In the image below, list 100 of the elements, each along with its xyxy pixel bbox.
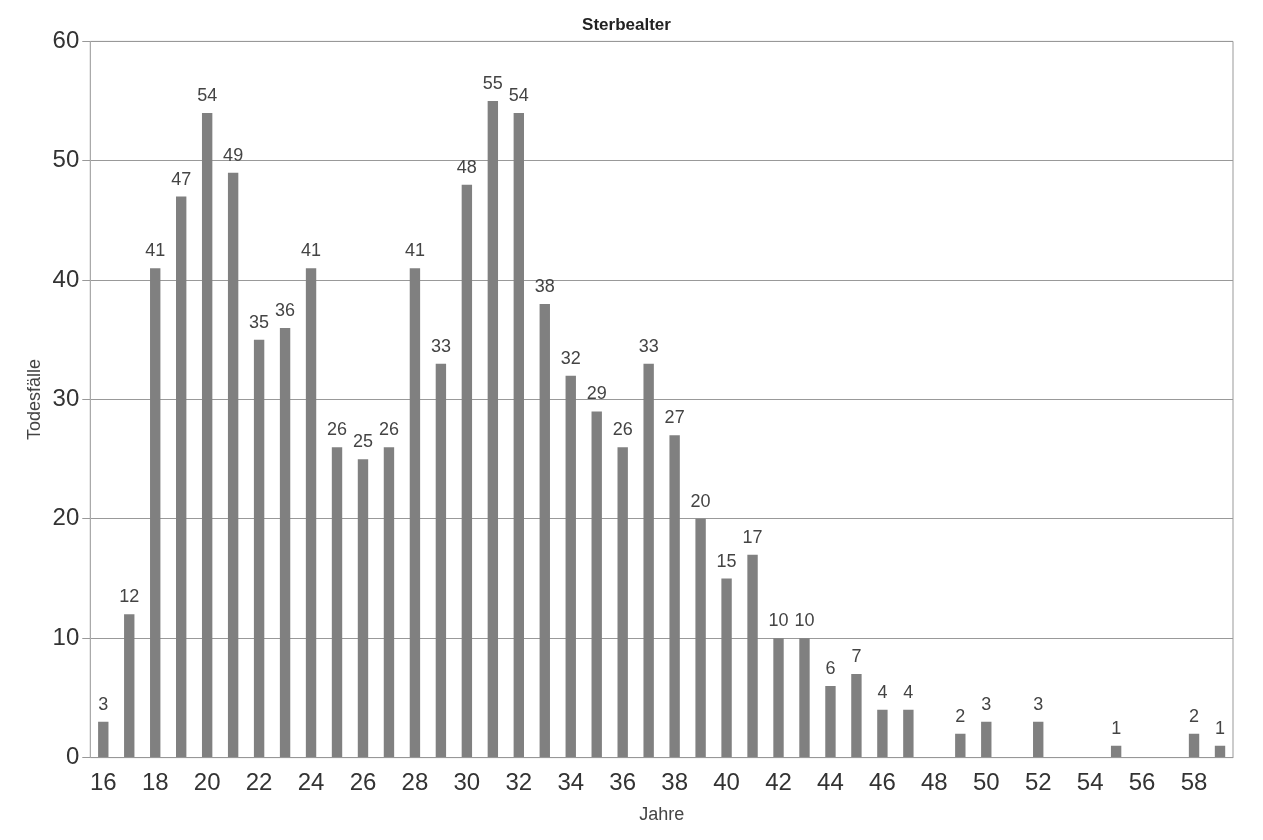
bar [955, 733, 966, 758]
x-tick-label: 46 [869, 767, 896, 795]
data-label: 2 [955, 705, 966, 726]
bar [201, 113, 213, 758]
x-tick-label: 42 [765, 767, 792, 795]
x-tick-label: 50 [972, 767, 1000, 795]
y-tick-label: 30 [52, 384, 80, 412]
x-tick-label: 54 [1076, 767, 1104, 795]
data-label: 48 [456, 156, 477, 177]
x-tick-label: 38 [661, 767, 688, 795]
data-label: 20 [690, 490, 711, 511]
x-tick-label: 34 [557, 767, 585, 795]
data-label: 35 [249, 311, 270, 332]
y-axis-title: Todesfälle [23, 358, 44, 441]
x-tick-label: 32 [505, 767, 533, 795]
bar [98, 721, 109, 758]
data-label: 15 [716, 550, 737, 571]
bar [435, 363, 447, 758]
x-tick-label: 20 [193, 767, 221, 795]
data-label: 36 [275, 299, 296, 320]
bar [409, 268, 421, 758]
data-label: 10 [768, 610, 789, 631]
bar [176, 196, 187, 758]
x-tick-label: 16 [89, 767, 117, 795]
data-label: 26 [612, 419, 633, 440]
y-tick-label: 20 [52, 503, 80, 531]
bar [383, 447, 395, 758]
bar [877, 709, 888, 758]
x-tick-label: 30 [453, 767, 481, 795]
bar [851, 674, 862, 758]
data-label: 26 [378, 419, 399, 440]
bar [124, 614, 135, 758]
data-label: 3 [1033, 693, 1044, 714]
chart-title: Sterbealter [582, 14, 672, 34]
data-label: 1 [1111, 717, 1122, 738]
bar [565, 375, 576, 758]
bar [331, 447, 343, 758]
y-tick-label: 60 [52, 26, 80, 54]
bar [305, 268, 317, 758]
bar [669, 435, 680, 758]
data-label: 55 [482, 73, 503, 94]
bar [643, 363, 654, 758]
data-label: 33 [638, 335, 659, 356]
data-label: 17 [742, 526, 763, 547]
data-label: 12 [119, 586, 140, 607]
bar [253, 339, 265, 758]
data-label: 47 [171, 168, 192, 189]
x-tick-label: 58 [1180, 767, 1208, 795]
bar [617, 447, 628, 758]
bar [1214, 745, 1226, 758]
y-tick-label: 0 [65, 742, 80, 770]
bar [721, 578, 732, 758]
x-tick-label: 56 [1128, 767, 1156, 795]
bar [150, 268, 161, 758]
data-label: 41 [301, 240, 322, 261]
data-label: 33 [430, 335, 451, 356]
bar [799, 638, 810, 758]
bar [1110, 745, 1122, 758]
data-label: 29 [586, 383, 607, 404]
bar [747, 554, 758, 758]
bar [461, 184, 473, 758]
data-label: 3 [981, 693, 992, 714]
data-label: 6 [825, 657, 836, 678]
bar [227, 172, 239, 758]
x-tick-label: 24 [297, 767, 325, 795]
data-label: 38 [534, 275, 555, 296]
data-label: 26 [327, 419, 348, 440]
x-tick-label: 44 [817, 767, 844, 795]
bar [487, 101, 499, 758]
bar [539, 304, 550, 758]
bar [903, 709, 914, 758]
x-tick-label: 28 [401, 767, 429, 795]
x-tick-label: 36 [609, 767, 637, 795]
data-label: 54 [508, 84, 529, 105]
y-tick-label: 40 [52, 264, 80, 292]
data-label: 41 [404, 240, 425, 261]
data-label: 25 [352, 431, 373, 452]
bar [1188, 733, 1200, 758]
bar [1033, 721, 1044, 758]
data-label: 4 [903, 681, 914, 702]
x-tick-label: 40 [713, 767, 740, 795]
y-tick-label: 10 [52, 622, 80, 650]
data-label: 32 [560, 347, 581, 368]
x-tick-label: 52 [1024, 767, 1052, 795]
x-tick-label: 18 [141, 767, 169, 795]
data-label: 54 [197, 84, 218, 105]
data-label: 4 [877, 681, 888, 702]
bar [591, 411, 602, 758]
data-label: 7 [851, 646, 862, 667]
data-label: 49 [223, 144, 244, 165]
bar [357, 459, 369, 758]
x-axis-title: Jahre [639, 804, 685, 825]
x-tick-label: 48 [920, 767, 948, 795]
data-label: 27 [664, 407, 685, 428]
data-label: 2 [1189, 705, 1200, 726]
bar [773, 638, 784, 758]
data-label: 41 [145, 240, 166, 261]
x-tick-label: 22 [245, 767, 273, 795]
y-tick-label: 50 [52, 145, 80, 173]
bar [279, 327, 291, 758]
